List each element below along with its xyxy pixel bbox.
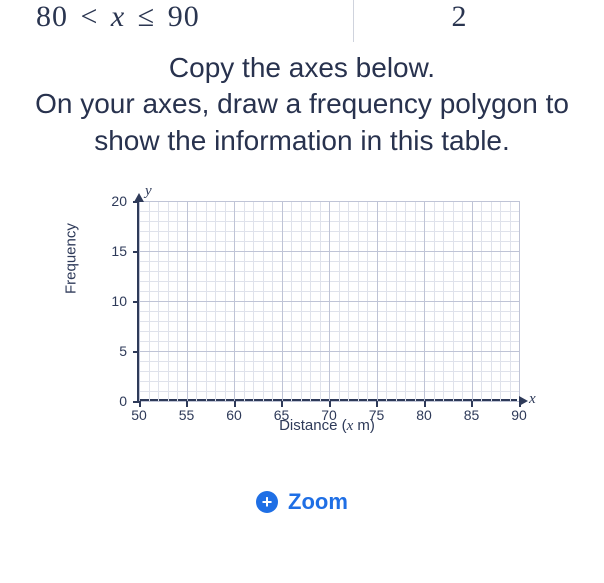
y-axis-label: Frequency [63, 223, 80, 294]
y-axis-end-label: y [145, 183, 152, 200]
x-axis-end-label: x [529, 391, 536, 408]
interval-variable: x [111, 0, 125, 33]
instruction-text: Copy the axes below. On your axes, draw … [0, 42, 604, 159]
le-symbol: ≤ [134, 0, 159, 33]
y-tick-label: 20 [97, 193, 127, 209]
interval-low: 80 [36, 0, 68, 33]
y-tick-label: 15 [97, 243, 127, 259]
zoom-button[interactable]: + Zoom [0, 489, 604, 515]
interval-high: 90 [168, 0, 200, 33]
instruction-line-1: Copy the axes below. [16, 50, 588, 86]
plot-area: 50556065707580859005101520yx [137, 201, 517, 401]
plus-circle-icon: + [256, 491, 278, 513]
y-tick-label: 10 [97, 293, 127, 309]
frequency-cell: 2 [354, 0, 574, 34]
x-axis-label: Distance (x m) [137, 417, 517, 435]
y-tick-label: 0 [97, 393, 127, 409]
instruction-line-2: On your axes, draw a frequency polygon t… [16, 86, 588, 159]
table-last-row: 80 < x ≤ 90 2 [0, 0, 604, 42]
y-tick-label: 5 [97, 343, 127, 359]
lt-symbol: < [77, 0, 103, 33]
interval-cell: 80 < x ≤ 90 [30, 0, 353, 34]
zoom-label: Zoom [288, 489, 348, 515]
blank-axes-chart: Frequency 50556065707580859005101520yx D… [67, 189, 537, 469]
